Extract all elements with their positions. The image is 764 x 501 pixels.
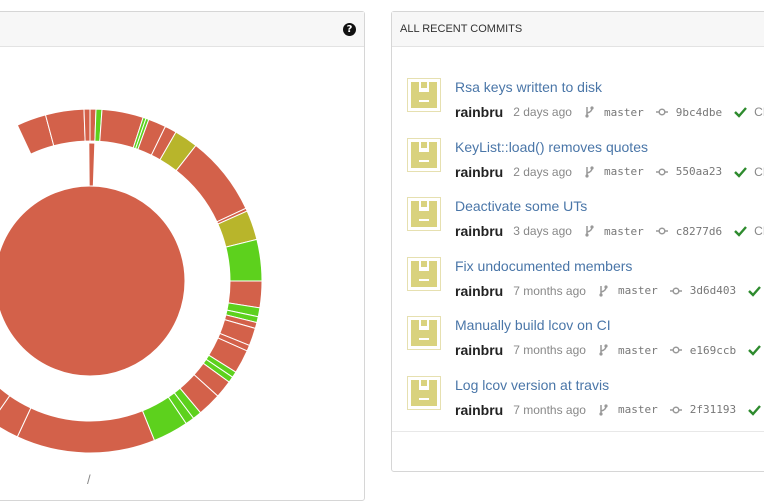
commit-message-link[interactable]: Log lcov version at travis [455,376,610,393]
commit-date: 7 months ago [513,283,586,298]
commit-message-link[interactable]: Manually build lcov on CI [455,317,611,334]
code-branch-icon [584,225,596,237]
commits-panel-header: ALL RECENT COMMITS [392,12,764,47]
code-branch-icon [584,165,596,178]
commit-icon [669,404,682,416]
panel-title: ALL RECENT COMMITS [400,23,523,35]
avatar[interactable] [407,78,441,112]
sunburst-center[interactable] [0,185,186,377]
commit-row: Rsa keys written to disk rainbru 2 days … [392,59,764,120]
current-path-label: / [87,472,91,487]
commit-branch[interactable]: master [617,343,658,357]
coverage-panel-header: ? [0,12,364,47]
code-branch-icon [598,344,610,356]
check-icon [734,225,747,237]
commit-date: 7 months ago [513,402,586,417]
coverage-sunburst[interactable] [0,47,366,487]
commit-sha[interactable]: 9bc4dbe [675,105,723,119]
commit-icon [669,344,682,356]
commit-sha[interactable]: c8277d6 [675,224,723,238]
sunburst-ring-1-segment[interactable] [88,142,96,187]
commit-icon [655,106,668,118]
commit-branch[interactable]: master [603,105,644,119]
avatar[interactable] [407,375,441,410]
commit-branch[interactable]: master [603,224,644,238]
commit-branch[interactable]: master [617,403,658,417]
commit-message-link[interactable]: Rsa keys written to disk [455,79,603,95]
commit-branch[interactable]: master [603,165,644,179]
commit-row: Deactivate some UTs rainbru 3 days ago m… [392,178,764,240]
avatar[interactable] [407,197,441,232]
question-circle-icon[interactable]: ? [343,23,356,36]
commit-branch[interactable]: master [617,284,658,298]
commit-icon [655,166,668,178]
commit-row: KeyList::load() removes quotes rainbru 2… [392,119,764,180]
check-icon [748,285,761,297]
sunburst-outer-segment-11[interactable] [175,144,247,223]
avatar[interactable] [407,256,441,291]
check-icon [748,404,761,416]
check-icon [748,344,761,357]
recent-commits-panel: ALL RECENT COMMITS Rsa keys written to d… [391,11,764,472]
commit-icon [669,285,682,297]
check-icon [734,166,747,178]
coverage-panel: ? / [0,11,365,501]
ci-label[interactable]: CI [754,164,764,179]
ci-label[interactable]: CI [754,105,764,119]
code-branch-icon [598,285,610,297]
commit-date: 2 days ago [513,105,572,119]
commit-sha[interactable]: e169ccb [689,343,737,357]
commit-date: 3 days ago [513,224,572,239]
commit-icon [655,225,668,237]
commit-list: Rsa keys written to disk rainbru 2 days … [392,59,764,432]
commit-author[interactable]: rainbru [455,223,504,240]
commit-author[interactable]: rainbru [455,342,504,359]
commit-row: Log lcov version at travis rainbru 7 mon… [392,357,764,418]
commit-sha[interactable]: 2f31193 [689,403,737,417]
commit-message-link[interactable]: KeyList::load() removes quotes [455,138,648,155]
commit-date: 2 days ago [513,164,572,179]
check-icon [734,106,747,118]
sunburst-outer-segment-29[interactable] [16,407,156,454]
commit-author[interactable]: rainbru [455,163,504,180]
commit-author[interactable]: rainbru [455,282,504,299]
ci-label[interactable]: CI [754,224,764,239]
commit-row: Manually build lcov on CI rainbru 7 mont… [392,297,764,359]
code-branch-icon [584,106,596,118]
commit-message-link[interactable]: Fix undocumented members [455,257,633,274]
avatar[interactable] [407,137,441,172]
commit-row: Fix undocumented members rainbru 7 month… [392,238,764,299]
commit-sha[interactable]: 550aa23 [675,165,723,179]
sunburst-outer-segment-14[interactable] [225,238,263,282]
commit-sha[interactable]: 3d6d403 [689,284,737,298]
commit-author[interactable]: rainbru [455,104,504,120]
commit-author[interactable]: rainbru [455,401,504,418]
sunburst-outer-segment-2[interactable] [83,108,91,142]
commit-date: 7 months ago [513,343,586,358]
avatar[interactable] [407,316,441,351]
commit-message-link[interactable]: Deactivate some UTs [455,198,588,215]
code-branch-icon [598,404,610,416]
sunburst-outer-segment-31[interactable] [0,367,11,422]
